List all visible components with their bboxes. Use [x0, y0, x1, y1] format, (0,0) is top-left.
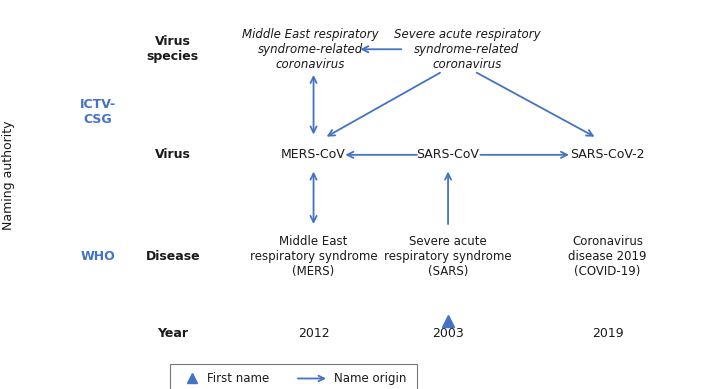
FancyBboxPatch shape — [169, 364, 417, 389]
Text: First name: First name — [207, 372, 269, 385]
Text: Disease: Disease — [146, 250, 200, 263]
Text: Coronavirus
disease 2019
(COVID-19): Coronavirus disease 2019 (COVID-19) — [568, 235, 647, 278]
Text: Severe acute
respiratory syndrome
(SARS): Severe acute respiratory syndrome (SARS) — [385, 235, 512, 278]
Text: MERS-CoV: MERS-CoV — [281, 148, 346, 161]
Text: 2012: 2012 — [298, 327, 329, 340]
Text: Middle East respiratory
syndrome-related
coronavirus: Middle East respiratory syndrome-related… — [242, 28, 379, 71]
Text: Virus
species: Virus species — [147, 35, 199, 63]
Text: Year: Year — [157, 327, 188, 340]
Text: Middle East
respiratory syndrome
(MERS): Middle East respiratory syndrome (MERS) — [250, 235, 378, 278]
Text: SARS-CoV: SARS-CoV — [417, 148, 479, 161]
Text: Severe acute respiratory
syndrome-related
coronavirus: Severe acute respiratory syndrome-relate… — [394, 28, 540, 71]
Text: Naming authority: Naming authority — [2, 120, 15, 230]
Text: Virus: Virus — [155, 148, 191, 161]
Text: ICTV-
CSG: ICTV- CSG — [79, 98, 116, 126]
Text: 2003: 2003 — [432, 327, 464, 340]
Text: 2019: 2019 — [592, 327, 624, 340]
Text: SARS-CoV-2: SARS-CoV-2 — [570, 148, 645, 161]
Text: WHO: WHO — [80, 250, 115, 263]
Text: Name origin: Name origin — [334, 372, 406, 385]
